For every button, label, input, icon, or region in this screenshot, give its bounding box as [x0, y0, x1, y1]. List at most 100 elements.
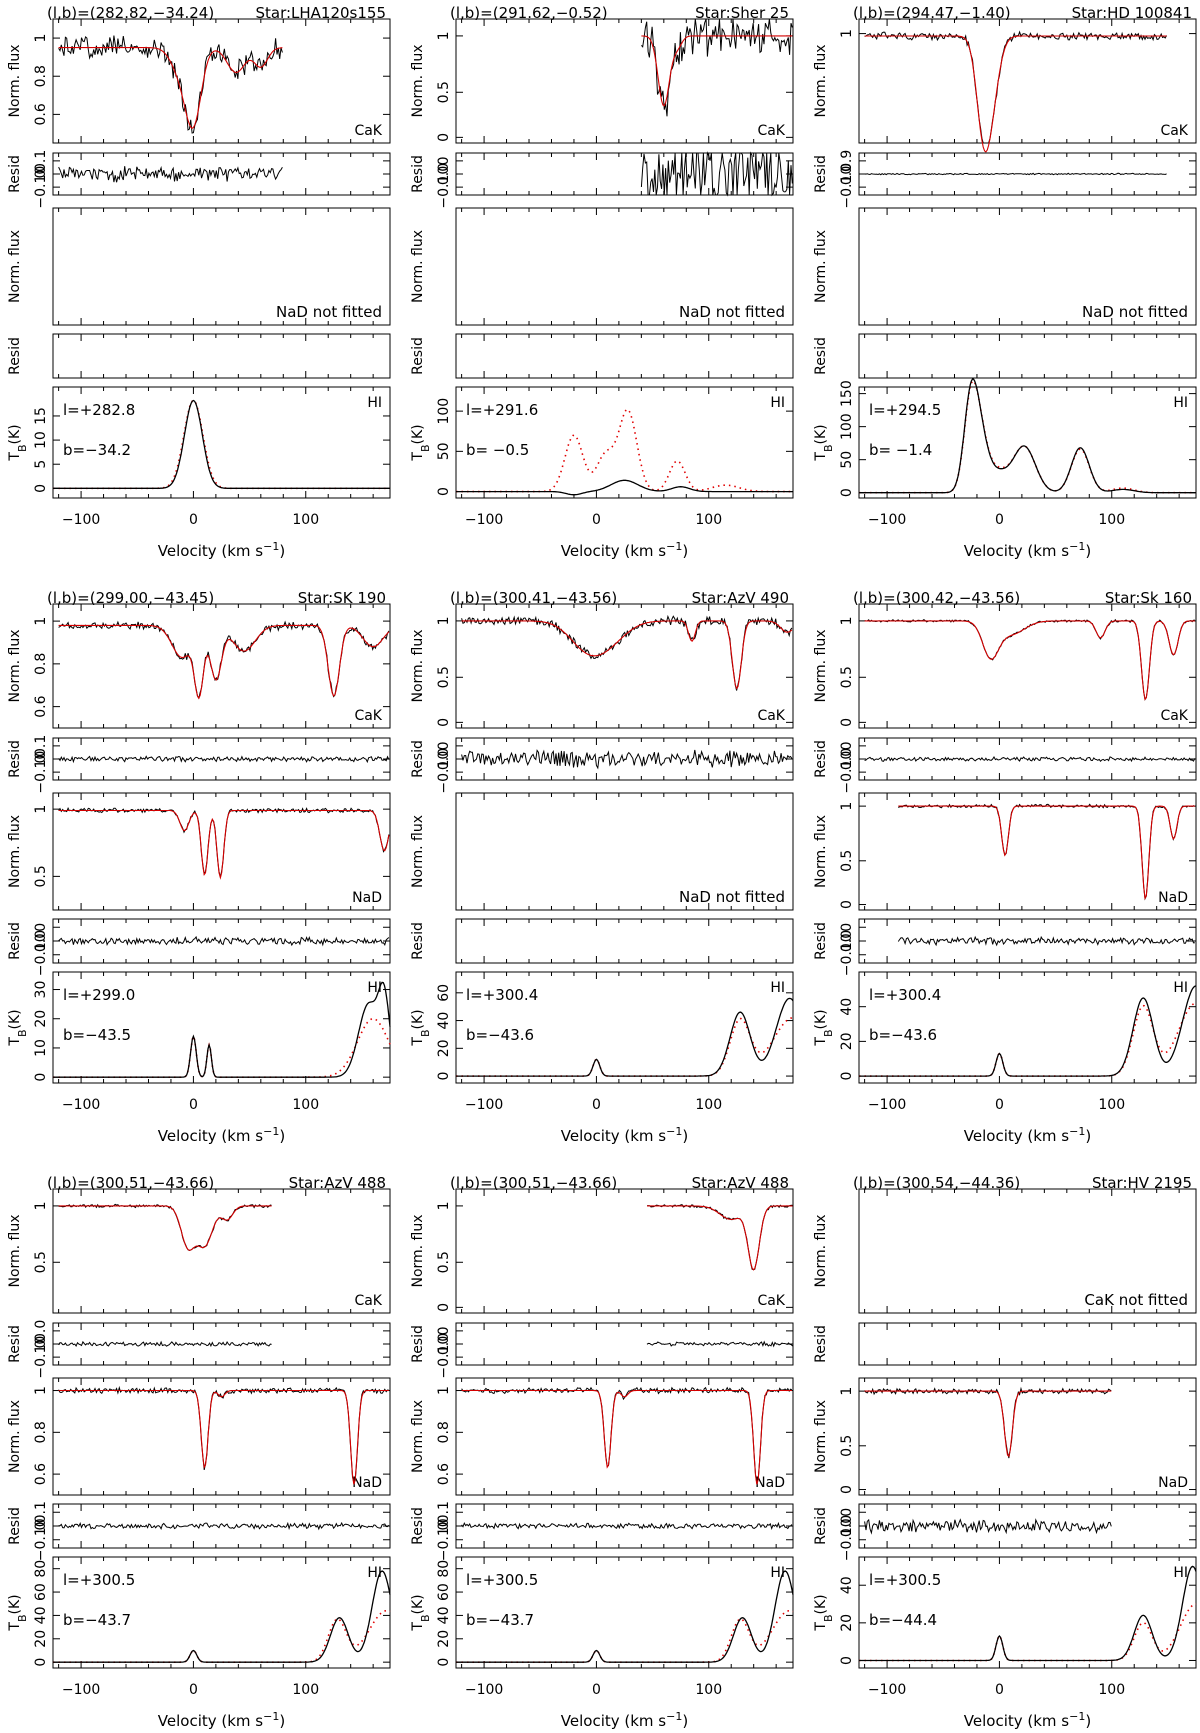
nad-residual-line: [897, 935, 1195, 947]
cak-model-fit: [864, 35, 1167, 153]
nad-ytick-label: 0.5: [839, 850, 855, 872]
star-name: Star:AzV 488: [289, 1174, 386, 1192]
nad-resid-ytick-label: 0.0: [33, 930, 49, 952]
star-name: Star:LHA120s155: [255, 4, 386, 22]
hi-latitude-label: b=−43.7: [63, 1611, 131, 1629]
cak-model-fit: [641, 35, 793, 107]
hi-panel: [455, 1556, 794, 1669]
hi-ytick-label: 0: [436, 1658, 452, 1667]
cak-model-fit: [647, 1205, 793, 1271]
nad-panel: [455, 792, 794, 911]
star-name: Star:HD 100841: [1072, 4, 1192, 22]
cak-observed-spectrum: [641, 18, 793, 117]
hi-longitude-label: l=+282.8: [63, 401, 135, 419]
x-tick-label: 100: [695, 1097, 722, 1113]
x-tick-label: 100: [1098, 1097, 1125, 1113]
hi-ytick-label: 0: [839, 1656, 855, 1665]
lb-header: (l,b)=(299.00,−43.45): [47, 589, 214, 607]
cak-resid-ytick-label: 0: [839, 741, 855, 750]
hi-ytick-label: 50: [839, 451, 855, 469]
nad-ytick-label: 1: [33, 805, 49, 814]
nad-panel: [455, 1377, 794, 1496]
hi-ytick-label: 100: [839, 413, 855, 440]
cak-panel: [455, 18, 794, 144]
hi-ylabel: TB(K): [813, 1594, 835, 1631]
cak-ytick-label: 1: [33, 1201, 49, 1210]
nad-ytick-label: 0.6: [33, 1463, 49, 1485]
cak-ytick-label: 0: [436, 718, 452, 727]
cak-ylabel: Norm. flux: [7, 1214, 23, 1287]
nad-resid-ylabel: Resid: [7, 922, 23, 960]
cak-resid-ytick-label: −0.10: [33, 1336, 49, 1379]
cak-observed-spectrum: [58, 35, 283, 134]
cak-ylabel: Norm. flux: [7, 44, 23, 117]
cak-resid-ytick-label: 0.1: [33, 735, 49, 757]
x-tick-label: 100: [292, 1682, 319, 1698]
lb-header: (l,b)=(291.62,−0.52): [450, 4, 608, 22]
nad-resid-ytick-label: 0: [839, 923, 855, 932]
cak-observed-spectrum: [58, 620, 390, 700]
cak-residual-line: [646, 1340, 793, 1348]
cak-resid-ytick-label: 0.1: [33, 150, 49, 172]
x-axis-label: Velocity (km s−1): [158, 540, 285, 561]
cak-ytick-label: 0.5: [839, 666, 855, 688]
cak-panel: [52, 18, 391, 144]
cak-panel: [858, 18, 1197, 144]
x-tick-label: 0: [592, 1097, 601, 1113]
hi-ytick-label: 60: [436, 984, 452, 1002]
nad-resid-ylabel: Resid: [813, 337, 829, 375]
star-name: Star:Sher 25: [695, 4, 789, 22]
hi-ion-label: HI: [367, 395, 382, 411]
hi-observed-profile: [456, 479, 793, 496]
hi-ylabel: TB(K): [410, 424, 432, 461]
sightline-panel-3: (l,b)=(294.47,−1.40) Star:HD 100841 Norm. …: [813, 4, 1197, 560]
nad-resid-ytick-label: −0.10: [839, 1518, 855, 1561]
x-tick-label: 100: [1098, 512, 1125, 528]
cak-ylabel: Norm. flux: [813, 1214, 829, 1287]
hi-dotted-profile: [859, 380, 1196, 494]
cak-ytick-label: 0.5: [33, 1251, 49, 1273]
star-name: Star:AzV 488: [692, 1174, 789, 1192]
nad-resid-ylabel: Resid: [813, 1507, 829, 1545]
nad-ytick-label: 0: [839, 900, 855, 909]
x-tick-label: −100: [868, 1097, 906, 1113]
hi-longitude-label: l=+294.5: [869, 401, 941, 419]
nad-ylabel: Norm. flux: [813, 230, 829, 303]
hi-ytick-label: 20: [33, 1630, 49, 1648]
nad-resid-ytick-label: −0.10: [33, 933, 49, 976]
hi-ylabel: TB(K): [410, 1009, 432, 1046]
star-name: Star:AzV 490: [692, 589, 789, 607]
cak-model-fit: [864, 620, 1195, 701]
nad-ytick-label: 1: [436, 1386, 452, 1395]
cak-ytick-label: 1: [839, 616, 855, 625]
sightline-panel-7: (l,b)=(300.51,−43.66) Star:AzV 488 Norm. f…: [7, 1174, 391, 1730]
cak-resid-ytick-label: 0.0: [839, 163, 855, 185]
cak-panel: [52, 603, 391, 729]
hi-ytick-label: 80: [436, 1560, 452, 1578]
hi-ylabel: TB(K): [410, 1594, 432, 1631]
sightline-panel-8: (l,b)=(300.51,−43.66) Star:AzV 488 Norm. f…: [410, 1174, 794, 1730]
cak-residual-line: [640, 151, 793, 197]
cak-ytick-label: 1: [436, 616, 452, 625]
cak-ytick-label: 1: [436, 1201, 452, 1210]
hi-ytick-label: 15: [33, 407, 49, 425]
nad-resid-panel: [455, 918, 794, 964]
hi-ylabel: TB(K): [813, 424, 835, 461]
x-tick-label: −100: [868, 1682, 906, 1698]
nad-residual-line: [58, 1521, 390, 1531]
cak-resid-ytick-label: 0.0: [839, 748, 855, 770]
cak-resid-ytick-label: 0: [436, 156, 452, 165]
cak-residual-line: [58, 755, 390, 764]
cak-ion-label: CaK: [1160, 123, 1188, 139]
x-tick-label: 0: [592, 1682, 601, 1698]
hi-observed-profile: [859, 1565, 1197, 1662]
hi-ion-label: HI: [1173, 980, 1188, 996]
cak-resid-ytick-label: 0: [33, 170, 49, 179]
nad-resid-ylabel: Resid: [410, 1507, 426, 1545]
hi-ytick-label: 60: [33, 1583, 49, 1601]
nad-ytick-label: 0.5: [33, 865, 49, 887]
sightline-panel-5: (l,b)=(300.41,−43.56) Star:AzV 490 Norm. f…: [410, 589, 794, 1145]
hi-ytick-label: 30: [33, 981, 49, 999]
cak-resid-panel: [52, 152, 391, 196]
hi-ytick-label: 100: [436, 398, 452, 425]
